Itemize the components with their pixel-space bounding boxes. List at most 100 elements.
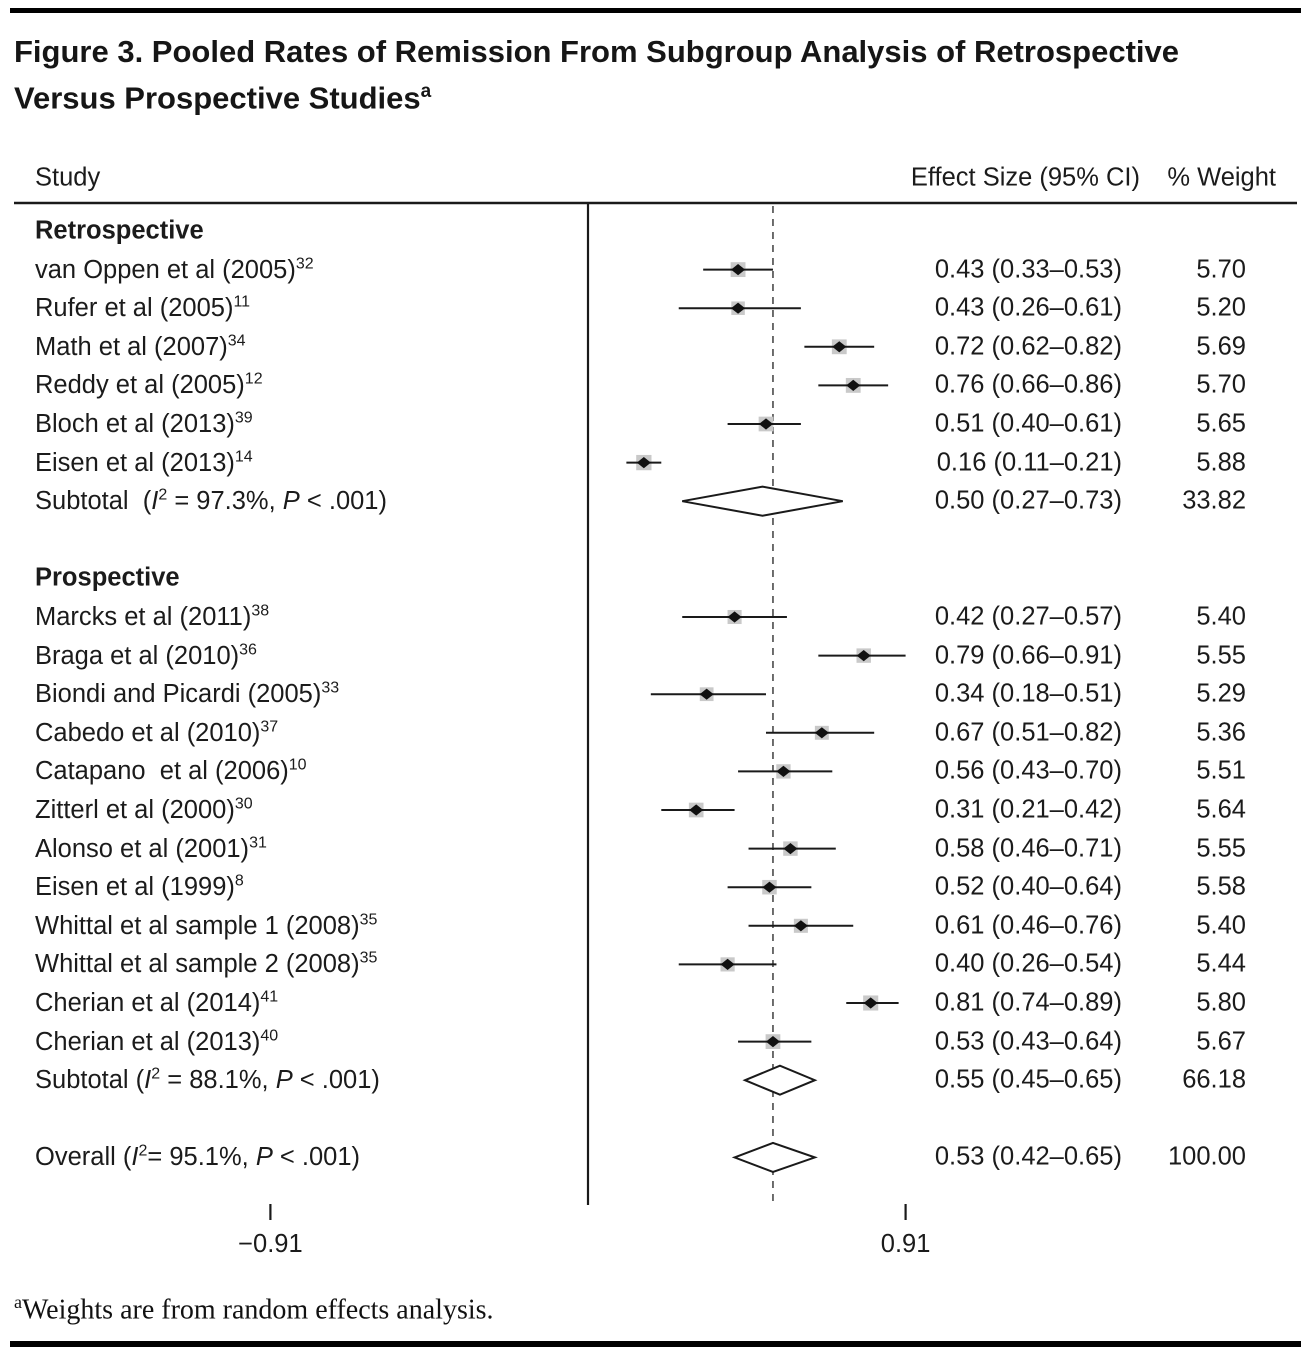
effect-size-value: 0.43 (0.26–0.61) (934, 293, 1122, 322)
figure-title: Figure 3. Pooled Rates of Remission From… (14, 32, 1289, 118)
weight-value: 5.58 (1196, 872, 1246, 901)
effect-size-value: 0.72 (0.62–0.82) (934, 332, 1122, 361)
label-part: Subtotal ( (35, 1065, 145, 1094)
effect-marker (758, 418, 773, 430)
study-label: Rufer et al (2005)11 (35, 293, 250, 323)
study-label: Cherian et al (2013)40 (35, 1027, 278, 1057)
label-part: I (144, 1065, 152, 1094)
label-part: P (275, 1065, 293, 1094)
effect-size-value: 0.81 (0.74–0.89) (934, 988, 1122, 1017)
effect-size-value: 0.51 (0.40–0.61) (934, 409, 1122, 438)
overall-label: Overall (I2= 95.1%, P < .001) (35, 1143, 360, 1173)
effect-size-value: 0.40 (0.26–0.54) (934, 949, 1122, 978)
effect-marker (793, 920, 808, 932)
study-label: Marcks et al (2011)38 (35, 602, 269, 632)
weight-value: 5.40 (1196, 911, 1246, 940)
study-label: Whittal et al sample 2 (2008)35 (35, 950, 377, 980)
subtotal-label: Subtotal (I2 = 88.1%, P < .001) (35, 1065, 380, 1095)
study-name-text: Biondi and Picardi (2005) (35, 679, 322, 708)
group-header: Retrospective (35, 216, 204, 245)
citation-superscript: 36 (239, 640, 257, 658)
label-part: P (255, 1143, 273, 1172)
weight-value: 5.88 (1196, 448, 1246, 477)
effect-size-value: 0.34 (0.18–0.51) (934, 679, 1122, 708)
weight-value: 5.55 (1196, 834, 1246, 863)
study-name-text: Zitterl et al (2000) (35, 795, 235, 824)
study-label: Eisen et al (1999)8 (35, 872, 244, 902)
study-name-text: Cherian et al (2014) (35, 988, 261, 1017)
citation-superscript: 35 (359, 911, 378, 929)
effect-marker (731, 264, 746, 276)
effect-marker (636, 457, 651, 469)
effect-size-value: 0.31 (0.21–0.42) (934, 795, 1122, 824)
effect-size-value: 0.50 (0.27–0.73) (934, 486, 1122, 515)
study-name-text: Alonso et al (2001) (35, 834, 250, 863)
citation-superscript: 41 (260, 988, 279, 1006)
label-part: = 88.1%, (160, 1065, 276, 1094)
effect-size-value: 0.67 (0.51–0.82) (934, 718, 1122, 747)
label-part: 2 (158, 486, 168, 504)
effect-marker (689, 804, 704, 816)
weight-value: 5.51 (1196, 756, 1246, 785)
study-label: Cabedo et al (2010)37 (35, 718, 278, 748)
subtotal-diamond (682, 485, 843, 517)
effect-marker (863, 997, 878, 1009)
study-label: Math et al (2007)34 (35, 332, 246, 362)
weight-value: 5.67 (1196, 1027, 1246, 1056)
effect-size-value: 0.79 (0.66–0.91) (934, 641, 1122, 670)
weight-value: 33.82 (1182, 486, 1246, 515)
label-part: = 95.1%, (147, 1143, 256, 1172)
study-label: Reddy et al (2005)12 (35, 371, 263, 401)
effect-size-value: 0.53 (0.43–0.64) (934, 1027, 1122, 1056)
effect-size-value: 0.56 (0.43–0.70) (934, 756, 1122, 785)
footnote: aWeights are from random effects analysi… (14, 1292, 494, 1326)
study-label: Catapano et al (2006)10 (35, 757, 307, 787)
citation-superscript: 14 (234, 447, 253, 465)
figure-title-text: Figure 3. Pooled Rates of Remission From… (14, 34, 1180, 116)
bottom-rule (10, 1341, 1301, 1347)
weight-value: 5.70 (1196, 370, 1246, 399)
effect-size-value: 0.76 (0.66–0.86) (934, 370, 1122, 399)
citation-superscript: 33 (321, 679, 340, 697)
column-header-weight: % Weight (1167, 163, 1276, 192)
weight-value: 5.69 (1196, 332, 1246, 361)
label-part: < .001) (299, 486, 387, 515)
effect-size-value: 0.16 (0.11–0.21) (936, 448, 1122, 477)
study-name-text: Cabedo et al (2010) (35, 718, 261, 747)
citation-superscript: 11 (233, 293, 251, 311)
effect-size-value: 0.43 (0.33–0.53) (934, 255, 1122, 284)
subtotal-diamond (742, 1064, 818, 1096)
effect-size-value: 0.61 (0.46–0.76) (934, 911, 1122, 940)
effect-marker (731, 302, 746, 314)
citation-superscript: 8 (234, 872, 244, 890)
study-name-text: Braga et al (2010) (35, 641, 240, 670)
effect-marker (727, 611, 742, 623)
citation-superscript: 35 (359, 949, 378, 967)
study-label: Biondi and Picardi (2005)33 (35, 679, 339, 709)
citation-superscript: 12 (244, 370, 263, 388)
effect-marker (814, 727, 829, 739)
effect-marker (762, 881, 777, 893)
top-rule (10, 8, 1301, 13)
weight-value: 5.64 (1196, 795, 1246, 824)
weight-value: 5.70 (1196, 255, 1246, 284)
study-label: Alonso et al (2001)31 (35, 834, 267, 864)
study-name-text: Reddy et al (2005) (35, 371, 245, 400)
effect-size-value: 0.52 (0.40–0.64) (934, 872, 1122, 901)
study-label: Zitterl et al (2000)30 (35, 795, 253, 825)
effect-marker (783, 843, 798, 855)
weight-value: 5.55 (1196, 641, 1246, 670)
effect-marker (765, 1036, 780, 1048)
effect-marker (856, 650, 871, 662)
study-label: van Oppen et al (2005)32 (35, 255, 314, 285)
study-name-text: Rufer et al (2005) (35, 293, 234, 322)
weight-value: 5.40 (1196, 602, 1246, 631)
subtotal-label: Subtotal (I2 = 97.3%, P < .001) (35, 486, 387, 516)
axis-tick-label: 0.91 (880, 1230, 931, 1258)
footnote-marker: a (14, 1292, 22, 1312)
weight-value: 5.44 (1196, 949, 1246, 978)
study-name-text: Whittal et al sample 1 (2008) (35, 911, 360, 940)
effect-marker (832, 341, 847, 353)
